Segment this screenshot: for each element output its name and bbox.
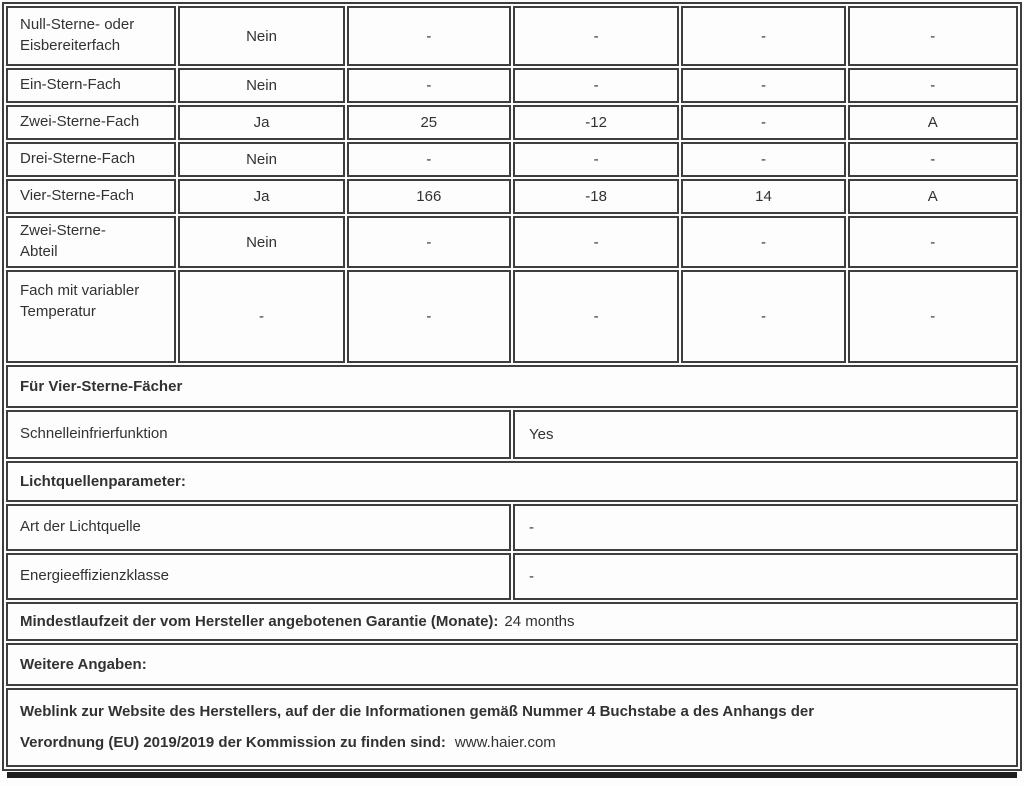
value-cell: -: [178, 270, 345, 363]
compartment-label: Vier-Sterne-Fach: [6, 179, 177, 214]
quick-freeze-value: Yes: [512, 410, 1018, 459]
compartment-label: Zwei-Sterne-Fach: [6, 105, 177, 140]
page-bottom-bar: [7, 772, 1017, 778]
value-cell: -: [847, 270, 1018, 363]
table-row: Null-Sterne- oder Eisbereiterfach Nein -…: [6, 6, 1018, 66]
value-cell: Ja: [178, 179, 345, 214]
product-datasheet-table: Null-Sterne- oder Eisbereiterfach Nein -…: [2, 2, 1022, 771]
section-header-four-star: Für Vier-Sterne-Fächer: [6, 365, 1018, 408]
table-row: Zwei-Sterne- Abteil Nein - - - -: [6, 216, 1018, 268]
value-cell: -: [847, 216, 1018, 268]
value-cell: -: [512, 142, 680, 177]
value-cell: -: [681, 216, 846, 268]
table-row: Drei-Sterne-Fach Nein - - - -: [6, 142, 1018, 177]
energy-class-label: Energieeffizienzklasse: [6, 553, 511, 600]
value-cell: -: [346, 68, 511, 103]
section-header-more-info: Weitere Angaben:: [6, 643, 1018, 686]
table-row: Weitere Angaben:: [6, 643, 1018, 686]
value-cell: -: [847, 68, 1018, 103]
value-cell: 14: [681, 179, 846, 214]
compartment-label: Zwei-Sterne- Abteil: [6, 216, 177, 268]
guarantee-value: 24 months: [504, 613, 575, 630]
value-cell: Nein: [178, 6, 345, 66]
table-row: Weblink zur Website des Herstellers, auf…: [6, 688, 1018, 767]
table-row: Für Vier-Sterne-Fächer: [6, 365, 1018, 408]
value-cell: -: [847, 142, 1018, 177]
weblink-row: Weblink zur Website des Herstellers, auf…: [6, 688, 1018, 767]
table-row: Zwei-Sterne-Fach Ja 25 -12 - A: [6, 105, 1018, 140]
table-row: Ein-Stern-Fach Nein - - - -: [6, 68, 1018, 103]
weblink-label: Weblink zur Website des Herstellers, auf…: [20, 702, 815, 751]
table-row: Fach mit variabler Temperatur - - - - -: [6, 270, 1018, 363]
light-type-value: -: [512, 504, 1018, 551]
table-row: Mindestlaufzeit der vom Hersteller angeb…: [6, 602, 1018, 641]
value-cell: -: [512, 68, 680, 103]
compartment-label: Drei-Sterne-Fach: [6, 142, 177, 177]
value-cell: 25: [346, 105, 511, 140]
energy-class-value: -: [512, 553, 1018, 600]
value-cell: -: [512, 270, 680, 363]
weblink-url: www.haier.com: [454, 733, 556, 751]
value-cell: A: [847, 179, 1018, 214]
guarantee-label: Mindestlaufzeit der vom Hersteller angeb…: [20, 613, 499, 630]
value-cell: -: [346, 216, 511, 268]
value-cell: -: [346, 142, 511, 177]
value-cell: Ja: [178, 105, 345, 140]
compartment-label: Null-Sterne- oder Eisbereiterfach: [6, 6, 177, 66]
value-cell: A: [847, 105, 1018, 140]
table-row: Energieeffizienzklasse -: [6, 553, 1018, 600]
value-cell: Nein: [178, 68, 345, 103]
value-cell: -: [681, 68, 846, 103]
section-header-light-source: Lichtquellenparameter:: [6, 461, 1018, 502]
value-cell: -12: [512, 105, 680, 140]
value-cell: -: [681, 270, 846, 363]
value-cell: -: [681, 6, 846, 66]
table-row: Lichtquellenparameter:: [6, 461, 1018, 502]
value-cell: -: [346, 270, 511, 363]
quick-freeze-label: Schnelleinfrierfunktion: [6, 410, 511, 459]
value-cell: -: [681, 142, 846, 177]
table-row: Vier-Sterne-Fach Ja 166 -18 14 A: [6, 179, 1018, 214]
light-type-label: Art der Lichtquelle: [6, 504, 511, 551]
value-cell: -18: [512, 179, 680, 214]
value-cell: Nein: [178, 216, 345, 268]
value-cell: -: [512, 6, 680, 66]
guarantee-row: Mindestlaufzeit der vom Hersteller angeb…: [6, 602, 1018, 641]
value-cell: Nein: [178, 142, 345, 177]
compartment-label: Ein-Stern-Fach: [6, 68, 177, 103]
table-row: Art der Lichtquelle -: [6, 504, 1018, 551]
table-row: Schnelleinfrierfunktion Yes: [6, 410, 1018, 459]
value-cell: 166: [346, 179, 511, 214]
value-cell: -: [512, 216, 680, 268]
value-cell: -: [847, 6, 1018, 66]
value-cell: -: [346, 6, 511, 66]
compartment-label: Fach mit variabler Temperatur: [6, 270, 177, 363]
value-cell: -: [681, 105, 846, 140]
